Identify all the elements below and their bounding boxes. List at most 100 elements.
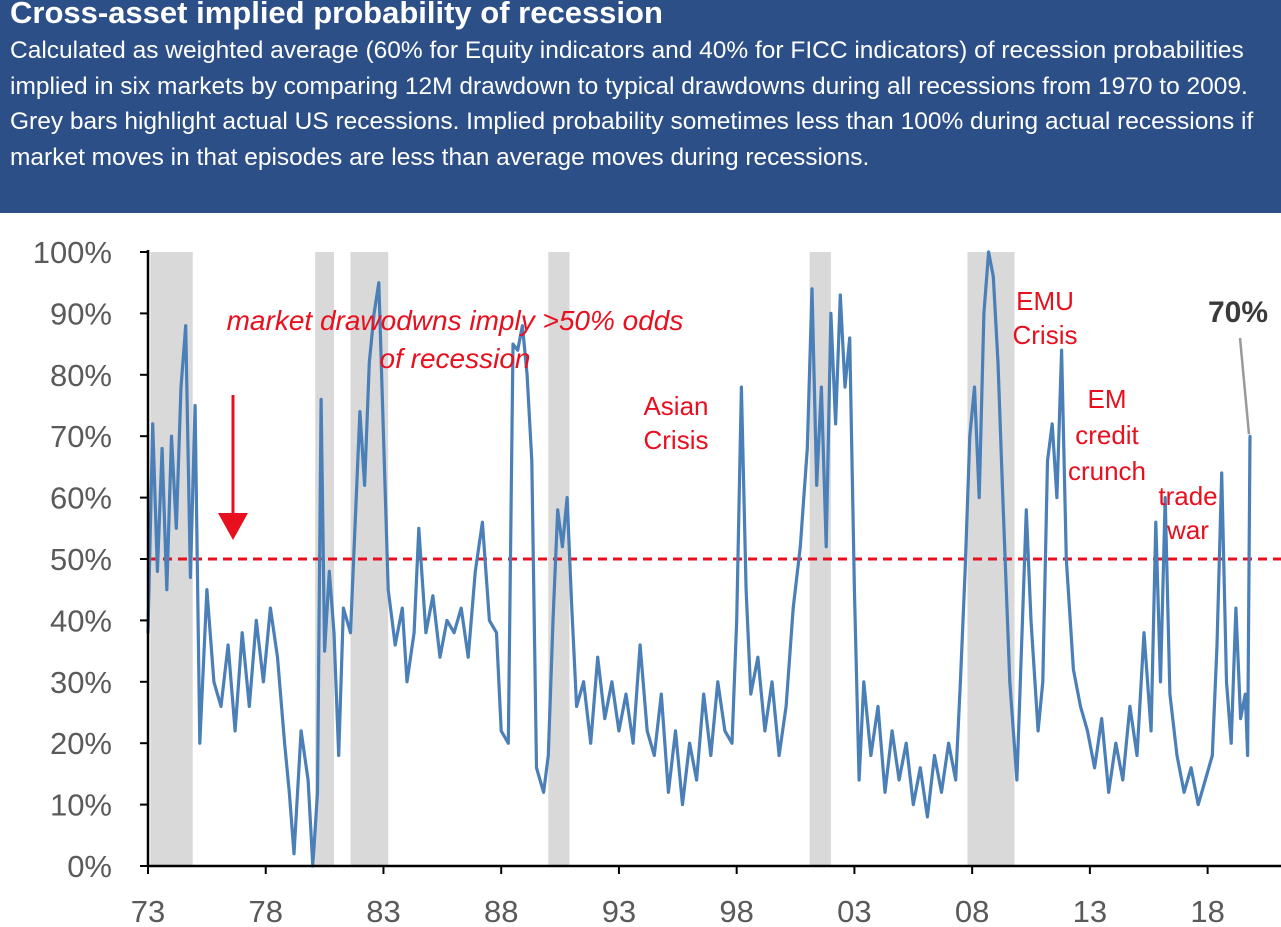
- data-point-81: [610, 680, 614, 684]
- data-point-145: [1001, 496, 1005, 499]
- data-point-149: [1024, 508, 1028, 512]
- data-point-178: [1203, 778, 1207, 782]
- data-point-109: [798, 545, 802, 549]
- data-point-118: [843, 385, 847, 389]
- data-point-68: [535, 766, 538, 770]
- data-point-90: [674, 729, 677, 733]
- data-point-104: [763, 729, 767, 733]
- data-point-13: [212, 680, 216, 684]
- chart-subtitle: Calculated as weighted average (60% for …: [10, 37, 1254, 171]
- y-tick-label: 50%: [50, 542, 112, 577]
- data-point-129: [911, 803, 915, 806]
- annotation-trade-war: trade war: [1158, 481, 1217, 545]
- data-point-25: [292, 852, 296, 856]
- data-point-2: [156, 569, 159, 573]
- data-point-72: [556, 508, 560, 512]
- data-point-42: [377, 281, 381, 285]
- data-point-14: [219, 705, 223, 708]
- data-point-102: [749, 692, 753, 696]
- data-point-134: [947, 741, 950, 745]
- annotation-asian-crisis-line: Asian: [643, 391, 708, 421]
- data-point-84: [631, 741, 635, 745]
- data-point-67: [530, 459, 534, 463]
- data-point-105: [770, 680, 774, 684]
- annotation-em-credit-crunch-line: EM: [1088, 384, 1127, 414]
- data-point-87: [652, 754, 656, 757]
- x-tick-label: 18: [1190, 894, 1224, 927]
- data-point-49: [417, 526, 421, 530]
- y-tick-label: 90%: [50, 296, 112, 331]
- y-tick-label: 10%: [50, 788, 112, 823]
- data-point-103: [756, 655, 760, 659]
- y-tick-label: 30%: [50, 665, 112, 700]
- data-point-93: [695, 778, 698, 782]
- data-point-3: [160, 447, 164, 450]
- data-point-131: [926, 815, 929, 819]
- data-point-161: [1093, 766, 1096, 770]
- annotation-market-drawdowns: market drawodwns imply >50% odds of reces…: [227, 305, 684, 374]
- data-point-71: [551, 619, 555, 622]
- annotation-em-credit-crunch: EM credit crunch: [1068, 384, 1146, 486]
- data-point-51: [431, 594, 435, 598]
- data-point-154: [1050, 422, 1054, 426]
- data-point-188: [1248, 434, 1252, 438]
- data-point-117: [838, 293, 842, 297]
- data-point-185: [1239, 717, 1242, 720]
- data-point-52: [438, 655, 442, 659]
- data-point-12: [205, 588, 209, 592]
- data-point-153: [1046, 459, 1049, 463]
- data-point-164: [1114, 741, 1118, 745]
- data-point-162: [1100, 717, 1104, 720]
- y-tick-label: 100%: [33, 235, 112, 270]
- data-point-128: [904, 741, 908, 745]
- data-point-45: [393, 643, 397, 647]
- annotation-emu-crisis-line: EMU: [1016, 286, 1074, 316]
- data-point-41: [372, 312, 376, 315]
- data-point-70: [546, 754, 550, 757]
- data-point-62: [506, 741, 510, 745]
- data-point-113: [820, 385, 823, 389]
- data-point-8: [184, 324, 188, 328]
- data-point-46: [400, 606, 404, 610]
- data-point-26: [299, 729, 303, 733]
- data-point-172: [1163, 496, 1167, 499]
- data-point-15: [226, 643, 230, 647]
- data-point-6: [174, 526, 178, 530]
- data-point-119: [848, 336, 852, 340]
- data-point-112: [815, 483, 819, 487]
- data-point-115: [829, 312, 833, 315]
- data-point-38: [358, 410, 362, 413]
- data-point-177: [1196, 803, 1200, 806]
- data-point-80: [603, 717, 607, 720]
- data-point-23: [283, 741, 286, 745]
- data-point-78: [589, 741, 593, 745]
- data-point-34: [337, 754, 341, 757]
- data-point-182: [1225, 680, 1228, 684]
- data-point-86: [645, 729, 649, 733]
- data-point-150: [1029, 619, 1033, 622]
- data-point-89: [667, 790, 670, 794]
- last-value-label: 70%: [1208, 296, 1268, 329]
- data-point-171: [1159, 680, 1162, 684]
- data-point-142: [987, 250, 990, 254]
- data-point-186: [1243, 692, 1247, 696]
- data-point-1: [151, 422, 155, 426]
- data-point-65: [521, 324, 524, 328]
- y-tick-label: 60%: [50, 481, 112, 516]
- data-point-40: [367, 361, 371, 364]
- data-point-95: [709, 754, 713, 757]
- annotation-em-credit-crunch-line: credit: [1075, 420, 1139, 450]
- data-point-96: [716, 680, 720, 684]
- data-point-156: [1060, 348, 1063, 352]
- data-point-50: [424, 631, 428, 635]
- data-point-58: [481, 520, 484, 524]
- data-point-176: [1189, 766, 1193, 770]
- data-point-30: [319, 398, 323, 401]
- data-point-75: [570, 606, 574, 610]
- data-point-11: [198, 741, 202, 745]
- data-point-9: [189, 576, 192, 579]
- annotation-asian-crisis-line: Crisis: [644, 425, 709, 455]
- data-point-24: [287, 790, 291, 794]
- data-point-126: [890, 729, 894, 733]
- x-tick-label: 98: [719, 894, 753, 927]
